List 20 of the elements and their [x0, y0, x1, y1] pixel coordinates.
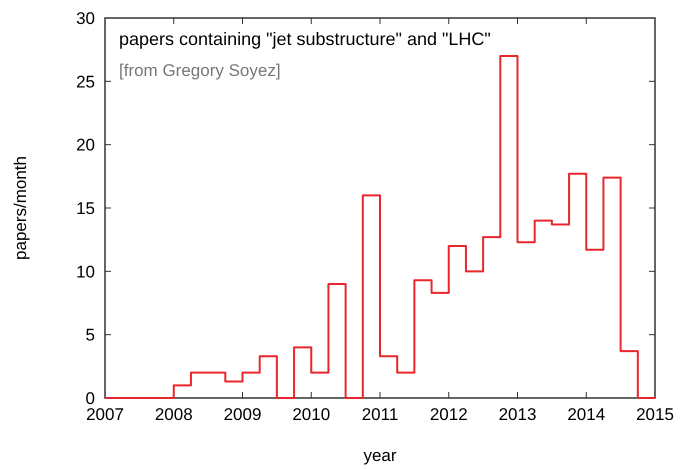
- y-tick-label: 25: [76, 72, 95, 92]
- x-tick-label: 2014: [567, 405, 606, 424]
- x-tick-label: 2012: [430, 405, 468, 424]
- y-tick-label: 30: [76, 8, 95, 28]
- y-tick-label: 0: [86, 388, 95, 408]
- y-tick-label: 5: [86, 326, 95, 345]
- x-tick-label: 2015: [636, 405, 674, 424]
- y-axis-title: papers/month: [11, 156, 30, 260]
- text: papers containing "jet substructure" and "LHC": [119, 29, 491, 49]
- x-tick-label: 2013: [498, 405, 536, 424]
- annotation: [from Gregory Soyez]: [119, 61, 281, 80]
- y-tick-label: 20: [76, 136, 95, 155]
- x-axis-title: year: [363, 446, 397, 465]
- y-tick-label: 10: [76, 262, 95, 282]
- x-tick-label: 2011: [362, 405, 398, 424]
- x-tick-label: 2010: [292, 405, 330, 424]
- y-tick-label: 15: [76, 198, 95, 218]
- x-tick-label: 2009: [224, 405, 262, 424]
- x-tick-label: 2007: [86, 405, 124, 424]
- x-tick-label: 2008: [154, 405, 193, 424]
